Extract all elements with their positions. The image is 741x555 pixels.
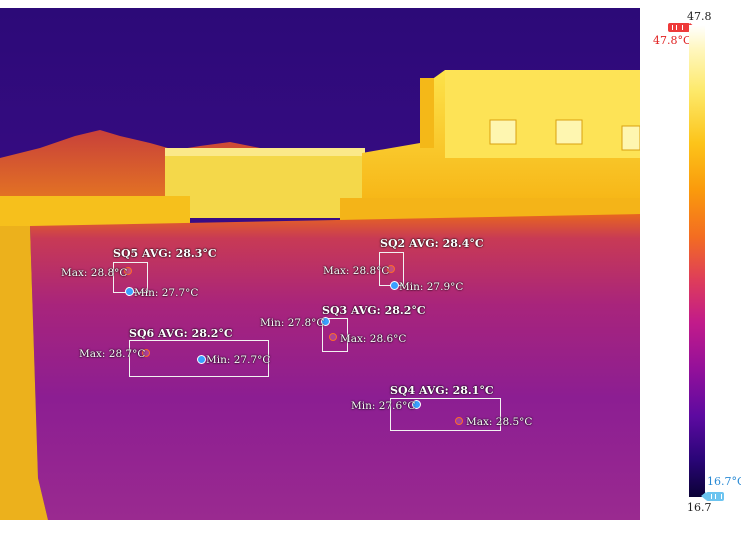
roi-sq2-min-label: Min: 27.9°C (399, 281, 464, 293)
thermal-image: SQ5 AVG: 28.3°C Max: 28.8°C Min: 27.7°C … (0, 8, 640, 520)
thermal-scene (0, 8, 640, 520)
roi-sq3-min-marker (321, 317, 330, 326)
max-temp-label: 47.8°C (653, 34, 692, 47)
roi-sq5-max-marker (124, 267, 132, 275)
min-temp-label: 16.7°C (707, 475, 741, 488)
roi-sq6-max-marker (142, 349, 150, 357)
roi-sq5-min-label: Min: 27.7°C (134, 287, 199, 299)
roi-sq6-title: SQ6 AVG: 28.2°C (129, 327, 233, 340)
roi-sq5-max-label: Max: 28.8°C (61, 267, 128, 279)
roi-sq6-min-marker (197, 355, 206, 364)
roi-sq2-max-label: Max: 28.8°C (323, 265, 390, 277)
min-temp-flag-icon (701, 492, 724, 501)
roi-sq6-box[interactable] (129, 340, 269, 377)
roi-sq3-max-label: Max: 28.6°C (340, 333, 407, 345)
roi-sq4-max-label: Max: 28.5°C (466, 416, 533, 428)
roi-sq2-title: SQ2 AVG: 28.4°C (380, 237, 484, 250)
scale-bottom-value: 16.7 (687, 501, 712, 514)
roi-sq2-min-marker (390, 281, 399, 290)
roi-sq3-max-marker (329, 333, 337, 341)
roi-sq6-min-label: Min: 27.7°C (206, 354, 271, 366)
color-scale-bar (689, 25, 705, 497)
roi-sq4-min-label: Min: 27.6°C (351, 400, 416, 412)
roi-sq4-box[interactable] (390, 398, 501, 431)
roi-sq6-max-label: Max: 28.7°C (79, 348, 146, 360)
roi-sq5-min-marker (125, 287, 134, 296)
max-temp-flag-icon (668, 23, 695, 32)
roi-sq3-title: SQ3 AVG: 28.2°C (322, 304, 426, 317)
scale-top-value: 47.8 (687, 10, 712, 23)
roi-sq4-title: SQ4 AVG: 28.1°C (390, 384, 494, 397)
roi-sq3-box[interactable] (322, 318, 348, 352)
roi-sq4-max-marker (455, 417, 463, 425)
roi-sq4-min-marker (412, 400, 421, 409)
roi-sq2-max-marker (387, 265, 395, 273)
roi-sq5-title: SQ5 AVG: 28.3°C (113, 247, 217, 260)
roi-sq3-min-label: Min: 27.8°C (260, 317, 325, 329)
